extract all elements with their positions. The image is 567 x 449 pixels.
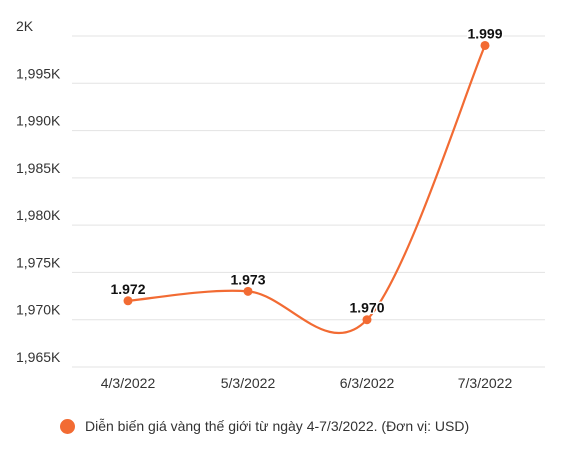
y-tick-label: 1,990K xyxy=(16,113,61,129)
series-line xyxy=(127,45,487,335)
data-point xyxy=(362,315,372,325)
data-point xyxy=(123,296,133,306)
legend-marker xyxy=(60,418,75,434)
x-tick-label: 5/3/2022 xyxy=(221,375,276,391)
data-labels: 1.972 1.973 1.970 1.999 xyxy=(109,24,504,317)
data-label: 1.970 xyxy=(349,300,384,316)
y-tick-label: 2K xyxy=(16,18,34,34)
x-tick-label: 7/3/2022 xyxy=(458,375,513,391)
legend: Diễn biến giá vàng thế giới từ ngày 4-7/… xyxy=(60,415,469,437)
x-tick-label: 4/3/2022 xyxy=(101,375,156,391)
y-axis-ticks: 1,965K 1,970K 1,975K 1,980K 1,985K 1,990K 1,99… xyxy=(16,18,61,365)
y-tick-label: 1,980K xyxy=(16,207,61,223)
y-tick-label: 1,970K xyxy=(16,302,61,318)
data-label: 1.973 xyxy=(230,271,265,287)
x-tick-label: 6/3/2022 xyxy=(340,375,395,391)
data-point xyxy=(480,40,490,50)
y-tick-label: 1,995K xyxy=(16,65,61,81)
x-axis-ticks: 4/3/2022 5/3/2022 6/3/2022 7/3/2022 xyxy=(101,375,513,391)
data-label: 1.999 xyxy=(467,25,502,41)
legend-label: Diễn biến giá vàng thế giới từ ngày 4-7/… xyxy=(85,418,470,434)
data-points xyxy=(123,40,490,325)
y-tick-label: 1,985K xyxy=(16,160,61,176)
data-point xyxy=(243,286,253,296)
grid-lines xyxy=(72,35,545,368)
y-tick-label: 1,975K xyxy=(16,254,61,270)
y-tick-label: 1,965K xyxy=(16,349,61,365)
data-label: 1.972 xyxy=(110,281,145,297)
